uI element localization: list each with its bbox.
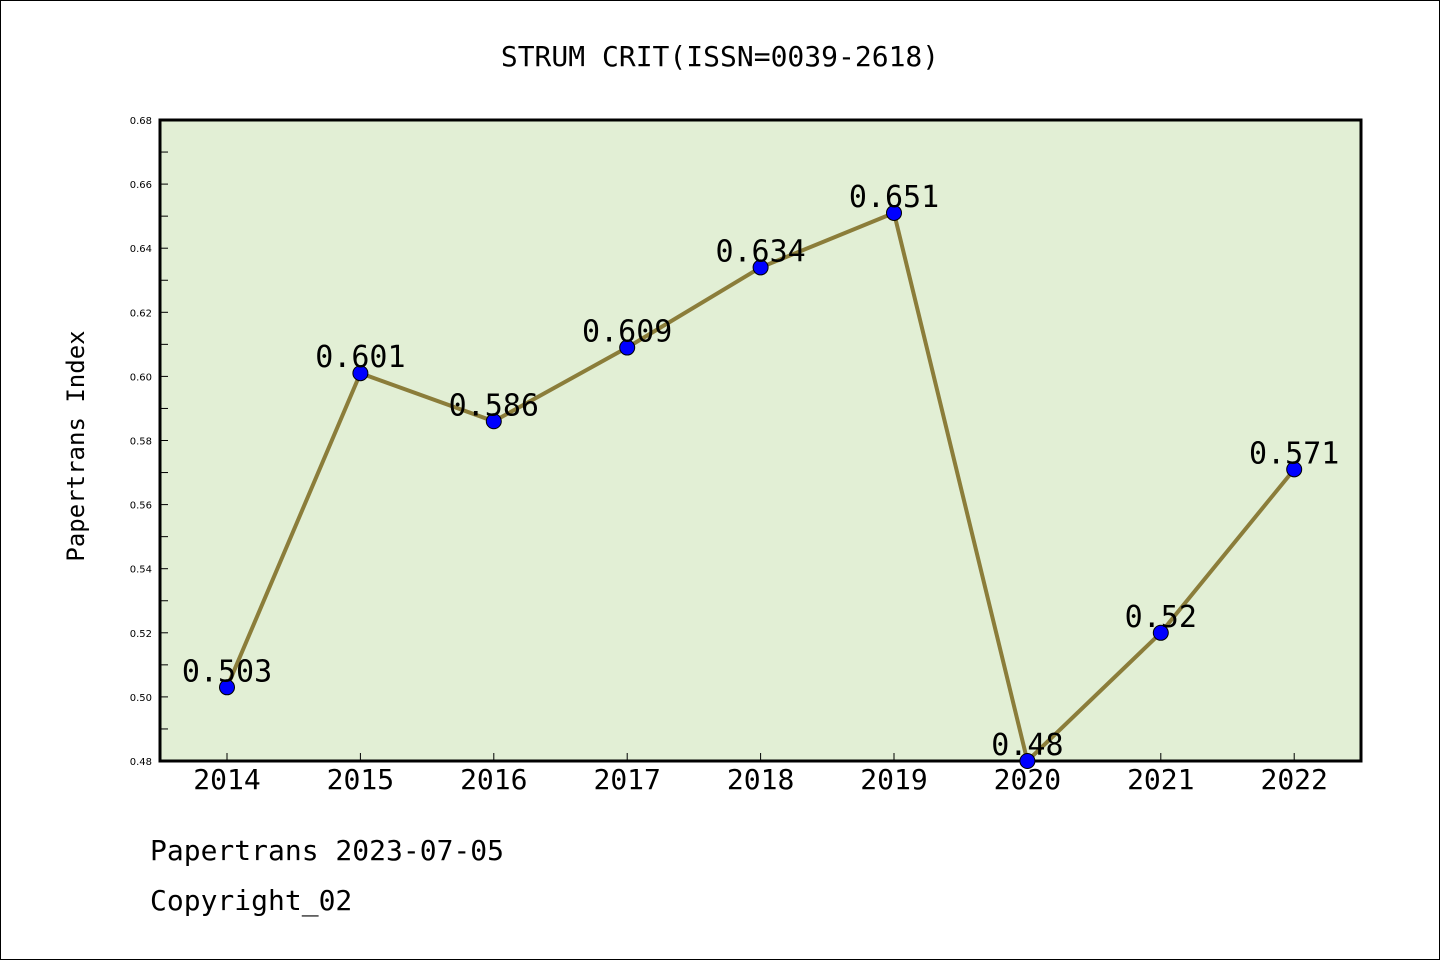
x-tick-label: 2015 [327, 763, 394, 796]
y-tick-label: 0.50 [130, 693, 152, 704]
y-axis-label: Papertrans Index [62, 330, 90, 561]
data-label: 0.48 [991, 728, 1063, 763]
y-tick-label: 0.48 [130, 757, 152, 768]
chart-title: STRUM CRIT(ISSN=0039-2618) [501, 40, 939, 73]
data-label: 0.571 [1249, 436, 1339, 471]
y-tick-label: 0.66 [130, 180, 152, 191]
data-label: 0.601 [315, 340, 405, 375]
data-point [619, 339, 636, 356]
x-tick-label: 2019 [860, 763, 927, 796]
plot-area [158, 118, 1363, 763]
data-point [485, 413, 502, 430]
x-tick-label: 2016 [460, 763, 527, 796]
y-tick-label: 0.62 [130, 308, 152, 319]
y-tick-label: 0.52 [130, 629, 152, 640]
y-tick-label: 0.56 [130, 501, 152, 512]
data-labels: 0.503 0.601 0.586 0.609 0.634 0.651 0.48 0.52 0.… [182, 180, 1340, 763]
data-label: 0.651 [849, 180, 939, 215]
x-tick-label: 2014 [193, 763, 260, 796]
data-point [352, 365, 369, 382]
data-label: 0.609 [582, 315, 672, 350]
source-date-text: Papertrans 2023-07-05 [150, 834, 505, 867]
x-tick-label: 2021 [1127, 763, 1194, 796]
y-tick-label: 0.58 [130, 437, 152, 448]
y-tick-label: 0.60 [130, 372, 152, 383]
data-point [1152, 624, 1169, 641]
copyright-text: Copyright_02 [150, 884, 353, 917]
data-label: 0.503 [182, 654, 272, 689]
x-tick-label: 2018 [727, 763, 794, 796]
data-label: 0.52 [1125, 600, 1197, 635]
data-label: 0.634 [715, 234, 805, 269]
data-point [752, 259, 769, 276]
data-point [886, 204, 902, 221]
data-point [1019, 753, 1036, 769]
y-tick-label: 0.68 [130, 116, 152, 127]
y-tick-label: 0.54 [130, 565, 152, 576]
data-point [1286, 461, 1303, 478]
x-tick-label: 2022 [1260, 763, 1327, 796]
x-axis-ticks: 2014 2015 2016 2017 2018 2019 2020 2021 2022 [193, 753, 1328, 796]
y-axis-ticks: 0.48 0.50 0.52 0.54 0.56 0.58 0.60 0.62 0.64 0.66… [130, 116, 168, 768]
y-tick-label: 0.64 [130, 244, 152, 255]
data-label: 0.586 [449, 388, 539, 423]
series-markers [219, 204, 1303, 769]
data-point [219, 679, 235, 696]
x-tick-label: 2017 [593, 763, 660, 796]
